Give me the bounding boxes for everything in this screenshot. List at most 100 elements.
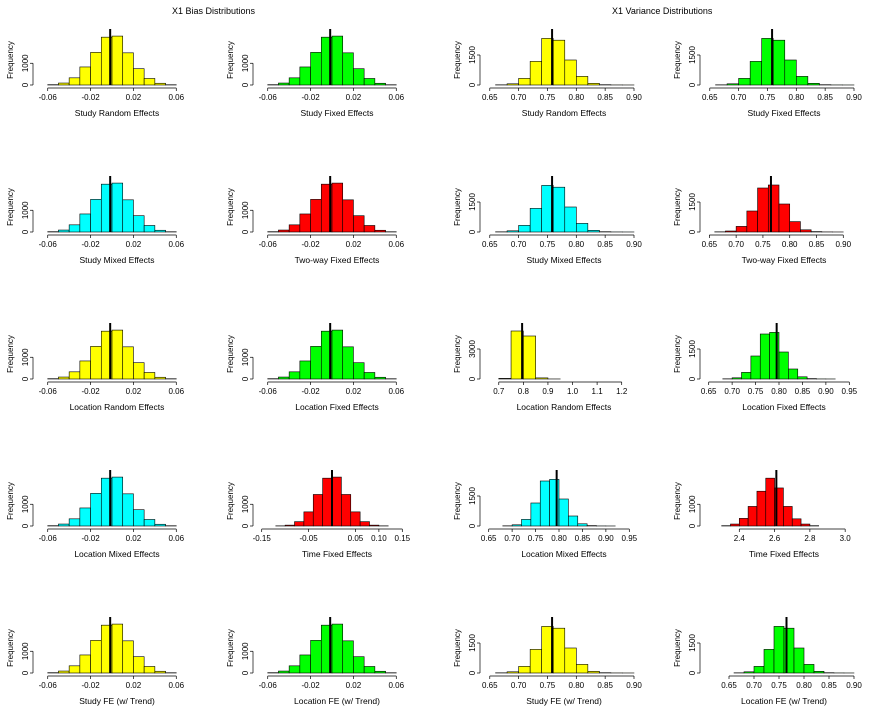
x-tick-label: 0.75	[748, 387, 764, 396]
y-tick-label: 1000	[21, 348, 30, 366]
histogram-bar	[58, 229, 70, 233]
histogram-bar	[529, 208, 542, 233]
x-tick-label: 0.02	[346, 387, 362, 396]
histogram-bar	[791, 518, 802, 527]
histogram-bar	[576, 223, 589, 233]
histogram-bar	[288, 224, 301, 233]
histogram-bar	[374, 229, 386, 233]
histogram-bar	[539, 480, 550, 527]
histogram-panel: -0.06 -0.02 0.02 0.06 0 1000 Frequency Location…	[6, 323, 185, 412]
y-tick-label: 0	[241, 523, 250, 528]
x-tick-label: 0.85	[597, 240, 613, 249]
x-tick-label: 0.75	[540, 681, 556, 690]
x-tick-label: 0.06	[168, 534, 184, 543]
histogram-bar	[350, 511, 361, 527]
histogram-bar	[79, 66, 91, 86]
histogram-bar	[331, 35, 344, 86]
x-axis-label: Two-way Fixed Effects	[295, 255, 380, 265]
histogram-bar	[813, 670, 825, 674]
variance-section-title: X1 Variance Distributions	[612, 6, 713, 16]
x-tick-label: 0.8	[518, 387, 530, 396]
x-tick-label: 0.85	[597, 93, 613, 102]
x-tick-label: 0.06	[388, 93, 404, 102]
y-tick-label: 0	[468, 670, 477, 675]
histogram-bar	[111, 476, 124, 527]
histogram-bar	[498, 378, 512, 380]
histogram-bar	[284, 524, 295, 527]
y-tick-label: 0	[468, 82, 477, 87]
histogram-bar	[111, 623, 124, 674]
histogram-bar	[122, 52, 134, 86]
y-tick-label: 0	[21, 82, 30, 87]
histogram-panel: -0.15 -0.05 0.05 0.10 0.15 0 1000 Frequency Time…	[226, 470, 411, 559]
y-tick-label: 1500	[688, 634, 697, 652]
x-tick-label: 3.0	[840, 534, 852, 543]
histogram-bar	[518, 666, 531, 674]
histogram-panel: -0.06 -0.02 0.02 0.06 0 1000 Frequency Study Fi…	[226, 29, 405, 118]
y-tick-label: 0	[688, 523, 697, 528]
histogram-bar	[756, 490, 767, 527]
x-tick-label: 0.90	[846, 681, 862, 690]
x-tick-label: -0.02	[81, 681, 100, 690]
x-tick-label: 0.80	[771, 387, 787, 396]
x-tick-label: 0.06	[168, 93, 184, 102]
x-axis-label: Time Fixed Effects	[302, 549, 372, 559]
histogram-bar	[518, 78, 531, 86]
x-axis-label: Study Fixed Effects	[300, 108, 373, 118]
histogram-bar	[288, 371, 301, 380]
histogram-panel: 0.7 0.8 0.9 1.0 1.1 1.2 0 3000 Frequency Location…	[453, 323, 628, 412]
histogram-bar	[122, 493, 134, 527]
histogram-bar	[68, 665, 81, 674]
y-tick-label: 0	[241, 82, 250, 87]
x-tick-label: 0.75	[540, 93, 556, 102]
x-axis-label: Study Fixed Effects	[747, 108, 820, 118]
y-tick-label: 0	[468, 229, 477, 234]
y-tick-label: 1000	[241, 348, 250, 366]
x-axis-label: Study FE (w/ Trend)	[526, 696, 602, 706]
histogram-bar	[90, 493, 102, 527]
x-tick-label: 0.85	[821, 681, 837, 690]
histogram-bar	[143, 372, 156, 380]
histogram-bar	[577, 523, 588, 527]
histogram-bar	[743, 671, 755, 674]
x-tick-label: 0.70	[731, 93, 747, 102]
histogram-panel: 0.65 0.70 0.75 0.80 0.85 0.90 0 1500 Frequency St…	[673, 29, 862, 118]
histogram-bar	[331, 182, 344, 233]
x-tick-label: 0.70	[724, 387, 740, 396]
x-tick-label: 0.70	[511, 681, 527, 690]
x-axis-label: Location Mixed Effects	[521, 549, 606, 559]
x-axis-label: Location FE (w/ Trend)	[294, 696, 380, 706]
histogram-bar	[133, 362, 145, 380]
x-tick-label: 0.90	[626, 681, 642, 690]
x-tick-label: 0.7	[493, 387, 505, 396]
histogram-bar	[521, 519, 532, 527]
histogram-bar	[310, 52, 322, 86]
histogram-bar	[576, 76, 589, 86]
y-tick-label: 1500	[468, 193, 477, 211]
x-tick-label: -0.02	[301, 387, 320, 396]
histogram-bar	[154, 376, 166, 380]
histogram-bar	[374, 670, 386, 674]
y-axis-label: Frequency	[453, 629, 462, 667]
y-tick-label: 1500	[468, 46, 477, 64]
x-axis-label: Location Fixed Effects	[742, 402, 825, 412]
histogram-bar	[90, 346, 102, 380]
y-tick-label: 1500	[468, 634, 477, 652]
histogram-bar	[363, 225, 376, 233]
histogram-bar	[576, 664, 589, 674]
histogram-bar	[558, 498, 569, 527]
y-tick-label: 0	[241, 376, 250, 381]
x-tick-label: 0.80	[551, 534, 567, 543]
histogram-bar	[784, 59, 797, 86]
histogram-bar	[793, 647, 805, 674]
y-tick-label: 1500	[688, 193, 697, 211]
histogram-panel: -0.06 -0.02 0.02 0.06 0 1000 Frequency Location…	[226, 617, 405, 706]
x-tick-label: 0.75	[540, 240, 556, 249]
x-tick-label: 0.02	[126, 387, 142, 396]
x-tick-label: -0.06	[39, 534, 58, 543]
histogram-bar	[374, 82, 386, 86]
histogram-bar	[278, 376, 290, 380]
x-tick-label: 0.90	[835, 240, 851, 249]
x-tick-label: 0.80	[796, 681, 812, 690]
x-tick-label: 0.85	[795, 387, 811, 396]
